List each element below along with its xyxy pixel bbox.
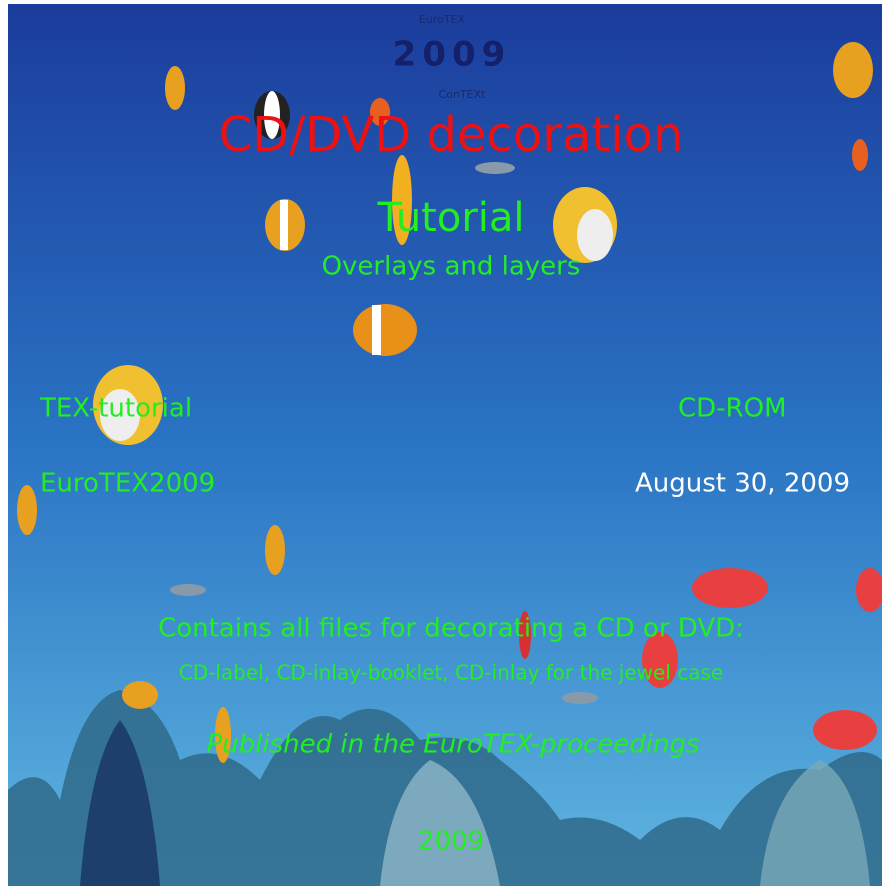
logo-top: EuroTEX <box>419 13 466 26</box>
logo-bottom: ConTEXt <box>439 88 487 101</box>
topic: Overlays and layers <box>322 252 581 282</box>
left-text: TEX-tutorial <box>39 394 192 424</box>
contents: Contains all files for decorating a CD o… <box>158 614 744 644</box>
date: August 30, 2009 <box>635 469 850 499</box>
page: EuroTEX 2009 ConTEXt CD/DVD decoration T… <box>0 0 882 886</box>
cover: EuroTEX 2009 ConTEXt CD/DVD decoration T… <box>0 0 882 886</box>
title: CD/DVD decoration <box>219 107 684 163</box>
right-text: CD-ROM <box>678 394 787 424</box>
published: Published in the EuroTEX-proceedings <box>206 730 699 760</box>
left-text: EuroTEX2009 <box>40 469 215 499</box>
logo-year: 2009 <box>393 35 512 75</box>
year: 2009 <box>418 827 484 857</box>
subtitle: Tutorial <box>376 195 524 241</box>
contents-detail: CD-label, CD-inlay-booklet, CD-inlay for… <box>179 661 723 685</box>
